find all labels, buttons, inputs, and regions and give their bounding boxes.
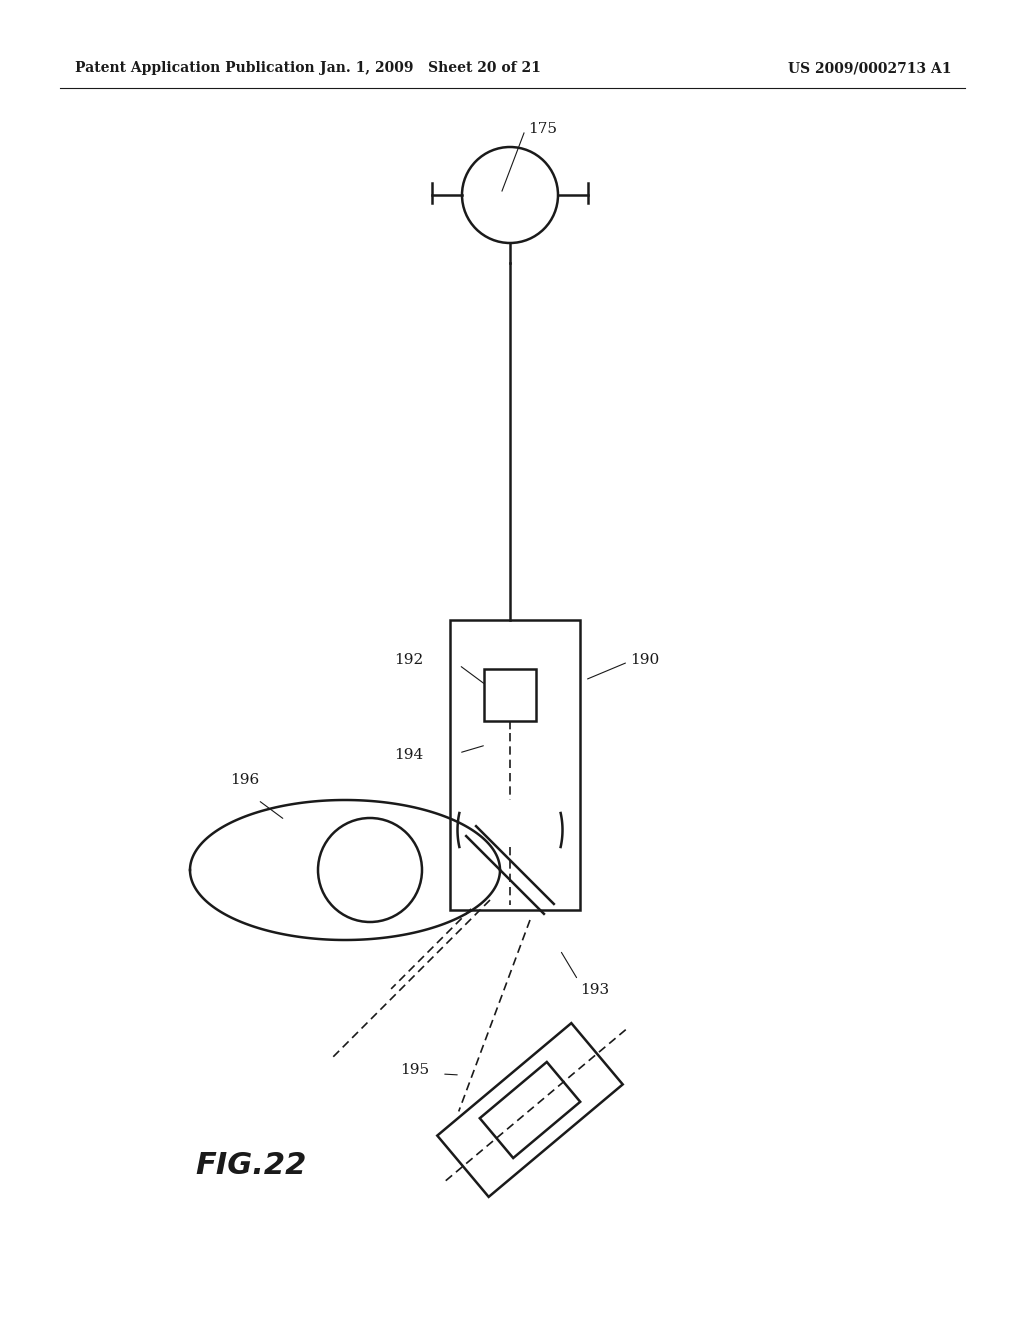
- Text: 192: 192: [394, 653, 423, 667]
- Bar: [450, 620, 580, 909]
- Text: 194: 194: [394, 748, 423, 762]
- Text: Jan. 1, 2009   Sheet 20 of 21: Jan. 1, 2009 Sheet 20 of 21: [319, 61, 541, 75]
- Text: FIG.22: FIG.22: [195, 1151, 306, 1180]
- Text: US 2009/0002713 A1: US 2009/0002713 A1: [788, 61, 951, 75]
- Bar: [484, 669, 536, 721]
- Text: 193: 193: [580, 983, 609, 997]
- Text: 175: 175: [528, 121, 557, 136]
- Text: 190: 190: [630, 653, 659, 667]
- Text: 196: 196: [230, 774, 259, 787]
- Text: 195: 195: [400, 1063, 429, 1077]
- Text: Patent Application Publication: Patent Application Publication: [75, 61, 314, 75]
